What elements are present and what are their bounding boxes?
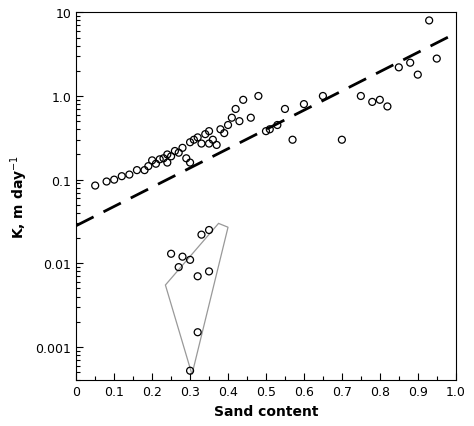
Point [255, 93, 262, 100]
Point [376, 97, 383, 104]
Point [186, 368, 194, 374]
Point [247, 115, 255, 122]
Point [273, 122, 281, 129]
Point [220, 130, 228, 137]
Point [357, 93, 365, 100]
Point [194, 273, 201, 280]
Point [156, 156, 164, 163]
Point [262, 128, 270, 135]
Point [190, 137, 198, 144]
Point [167, 251, 175, 258]
Point [141, 167, 148, 174]
Point [406, 60, 414, 67]
Point [145, 163, 152, 170]
Point [179, 145, 186, 152]
Point [152, 161, 160, 168]
Point [232, 106, 239, 113]
Point [205, 227, 213, 234]
Point [175, 150, 182, 157]
Point [205, 268, 213, 275]
Point [194, 329, 201, 336]
Point [228, 115, 236, 122]
Point [239, 97, 247, 104]
Point [133, 167, 141, 174]
Point [205, 141, 213, 148]
Point [182, 155, 190, 162]
X-axis label: Sand content: Sand content [214, 404, 318, 417]
Point [126, 172, 133, 178]
Point [338, 137, 346, 144]
Point [319, 93, 327, 100]
Point [217, 127, 224, 133]
Point [160, 155, 167, 162]
Point [201, 131, 209, 138]
Point [91, 183, 99, 190]
Point [171, 148, 179, 155]
Point [289, 137, 296, 144]
Point [395, 65, 402, 72]
Point [167, 153, 175, 160]
Point [103, 178, 110, 185]
Point [186, 139, 194, 146]
Point [266, 127, 273, 133]
Point [194, 135, 201, 141]
Point [236, 118, 243, 125]
Point [414, 72, 421, 79]
Point [175, 264, 182, 271]
Point [164, 160, 171, 167]
Y-axis label: K, m day$^{-1}$: K, m day$^{-1}$ [9, 155, 30, 239]
Point [110, 177, 118, 184]
Point [198, 232, 205, 239]
Point [425, 18, 433, 25]
Point [164, 152, 171, 158]
Point [186, 257, 194, 264]
Point [383, 104, 391, 111]
Point [368, 99, 376, 106]
Point [209, 137, 217, 144]
Point [148, 158, 156, 164]
Point [224, 122, 232, 129]
Point [213, 142, 220, 149]
Point [281, 106, 289, 113]
Point [433, 56, 440, 63]
Point [300, 101, 308, 108]
Point [118, 173, 126, 180]
Point [179, 253, 186, 260]
Point [198, 141, 205, 148]
Point [186, 160, 194, 167]
Point [205, 128, 213, 135]
